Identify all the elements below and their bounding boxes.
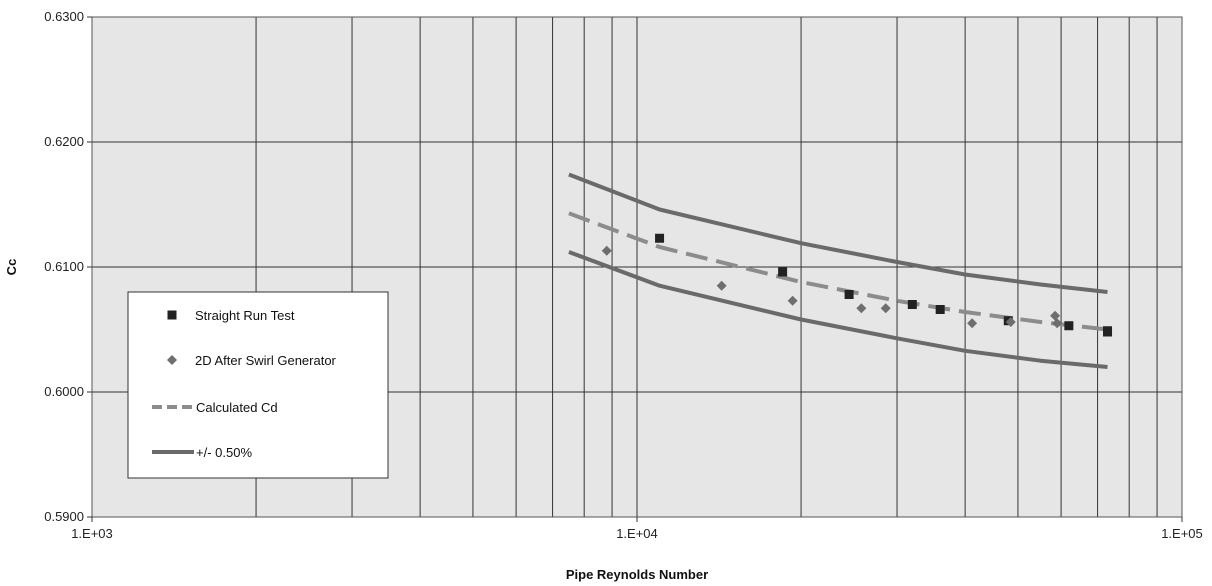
legend-diamond-marker: [167, 355, 177, 365]
legend-entry: +/- 0.50%: [152, 445, 252, 460]
tolerance-band-line: [568, 172, 1108, 294]
legend-box: [127, 291, 389, 479]
straight-run-point: [655, 233, 665, 243]
x-axis-ticks: 1.E+03 1.E+04 1.E+05: [71, 517, 1203, 541]
legend-entry: Calculated Cd: [152, 400, 278, 415]
legend: Straight Run Test 2D After Swirl Generato…: [127, 291, 389, 479]
series-layer: [568, 172, 1113, 369]
y-tick-label: 0.6200: [44, 134, 84, 149]
y-tick-label: 0.5900: [44, 509, 84, 524]
swirl-point: [1050, 310, 1061, 321]
legend-label: +/- 0.50%: [196, 445, 252, 460]
legend-square-marker: [167, 310, 177, 320]
straight-run-point: [778, 267, 788, 277]
y-tick-label: 0.6100: [44, 259, 84, 274]
swirl-point: [601, 245, 612, 256]
straight-run-point: [844, 290, 854, 299]
y-axis-ticks: 0.5900 0.6000 0.6100 0.6200 0.6300: [44, 9, 92, 524]
straight-run-point: [1103, 327, 1113, 337]
straight-run-point: [935, 305, 945, 314]
x-tick-label: 1.E+03: [71, 526, 113, 541]
legend-label: Straight Run Test: [195, 308, 295, 323]
legend-entry: Straight Run Test: [167, 308, 295, 323]
swirl-series: [601, 245, 1063, 329]
swirl-point: [716, 280, 727, 291]
straight-run-point: [1064, 321, 1074, 331]
y-tick-label: 0.6000: [44, 384, 84, 399]
swirl-point: [1052, 318, 1063, 329]
legend-label: Calculated Cd: [196, 400, 278, 415]
x-tick-label: 1.E+05: [1161, 526, 1203, 541]
y-axis-title: Cc: [4, 259, 19, 276]
y-tick-label: 0.6300: [44, 9, 84, 24]
tolerance-band-line: [568, 250, 1108, 369]
swirl-point: [787, 295, 798, 306]
calculated-cd-line: [568, 211, 1108, 332]
legend-label: 2D After Swirl Generator: [195, 353, 337, 368]
legend-entry: 2D After Swirl Generator: [167, 353, 337, 368]
grid-lines: [92, 17, 1182, 517]
straight-run-point: [907, 300, 917, 309]
x-axis-title: Pipe Reynolds Number: [566, 567, 708, 582]
x-tick-label: 1.E+04: [616, 526, 658, 541]
swirl-point: [967, 318, 978, 329]
swirl-point: [1005, 317, 1016, 327]
swirl-point: [880, 303, 891, 314]
swirl-point: [856, 303, 867, 314]
